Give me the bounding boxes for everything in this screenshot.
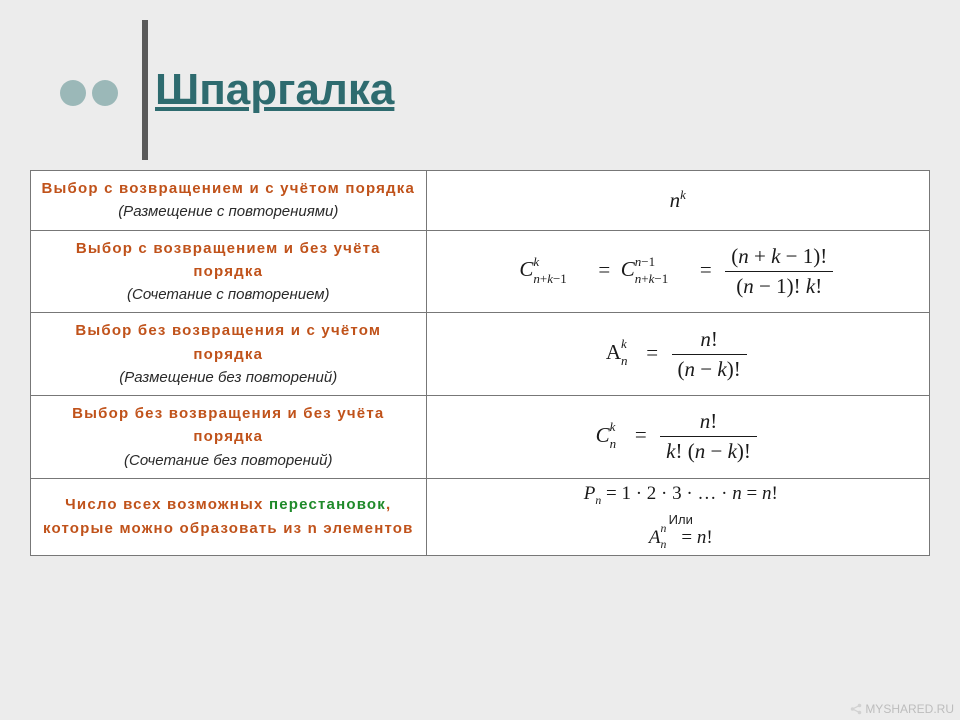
dot-icon [60,80,86,106]
table-row: Выбор с возвращением и без учёта порядка… [31,230,930,313]
row-heading: Выбор с возвращением и без учёта порядка [39,237,418,284]
row-formula: Pn = 1 · 2 · 3 · … · n = n! Или Ann = n! [426,478,929,555]
decorative-dots [60,80,118,106]
or-label: Или [441,512,921,527]
watermark: MYSHARED.RU [849,702,954,716]
row-description: Выбор без возвращения и с учётом порядка… [31,313,427,396]
row-formula: Ckn+k−1 = Cn−1n+k−1 = (n + k − 1)! (n − … [426,230,929,313]
row-heading: Число всех возможных перестановок, котор… [39,493,418,540]
slide-title: Шпаргалка [155,65,960,115]
row-formula: Ckn = n! k! (n − k)! [426,396,929,479]
row-subheading: (Сочетание без повторений) [39,449,418,472]
table-row: Выбор с возвращением и с учётом порядка … [31,171,930,231]
table-row: Выбор без возвращения и с учётом порядка… [31,313,930,396]
row-description: Выбор с возвращением и без учёта порядка… [31,230,427,313]
row-description: Выбор без возвращения и без учёта порядк… [31,396,427,479]
row-description: Выбор с возвращением и с учётом порядка … [31,171,427,231]
slide-header: Шпаргалка [0,0,960,165]
table-row: Выбор без возвращения и без учёта порядк… [31,396,930,479]
row-subheading: (Размещение без повторений) [39,366,418,389]
row-heading: Выбор с возвращением и с учётом порядка [39,177,418,200]
watermark-text: MYSHARED.RU [865,702,954,716]
dot-icon [92,80,118,106]
heading-text: Число всех возможных [65,496,269,513]
row-description: Число всех возможных перестановок, котор… [31,478,427,555]
row-heading: Выбор без возвращения и без учёта порядк… [39,402,418,449]
row-subheading: (Размещение с повторениями) [39,200,418,223]
vertical-rule [142,20,148,160]
heading-green: перестановок [269,496,386,513]
row-heading: Выбор без возвращения и с учётом порядка [39,319,418,366]
cheatsheet-table: Выбор с возвращением и с учётом порядка … [30,170,930,556]
row-formula: Akn = n! (n − k)! [426,313,929,396]
row-subheading: (Сочетание с повторением) [39,283,418,306]
row-formula: nk [426,171,929,231]
table-row: Число всех возможных перестановок, котор… [31,478,930,555]
share-icon [849,702,863,716]
